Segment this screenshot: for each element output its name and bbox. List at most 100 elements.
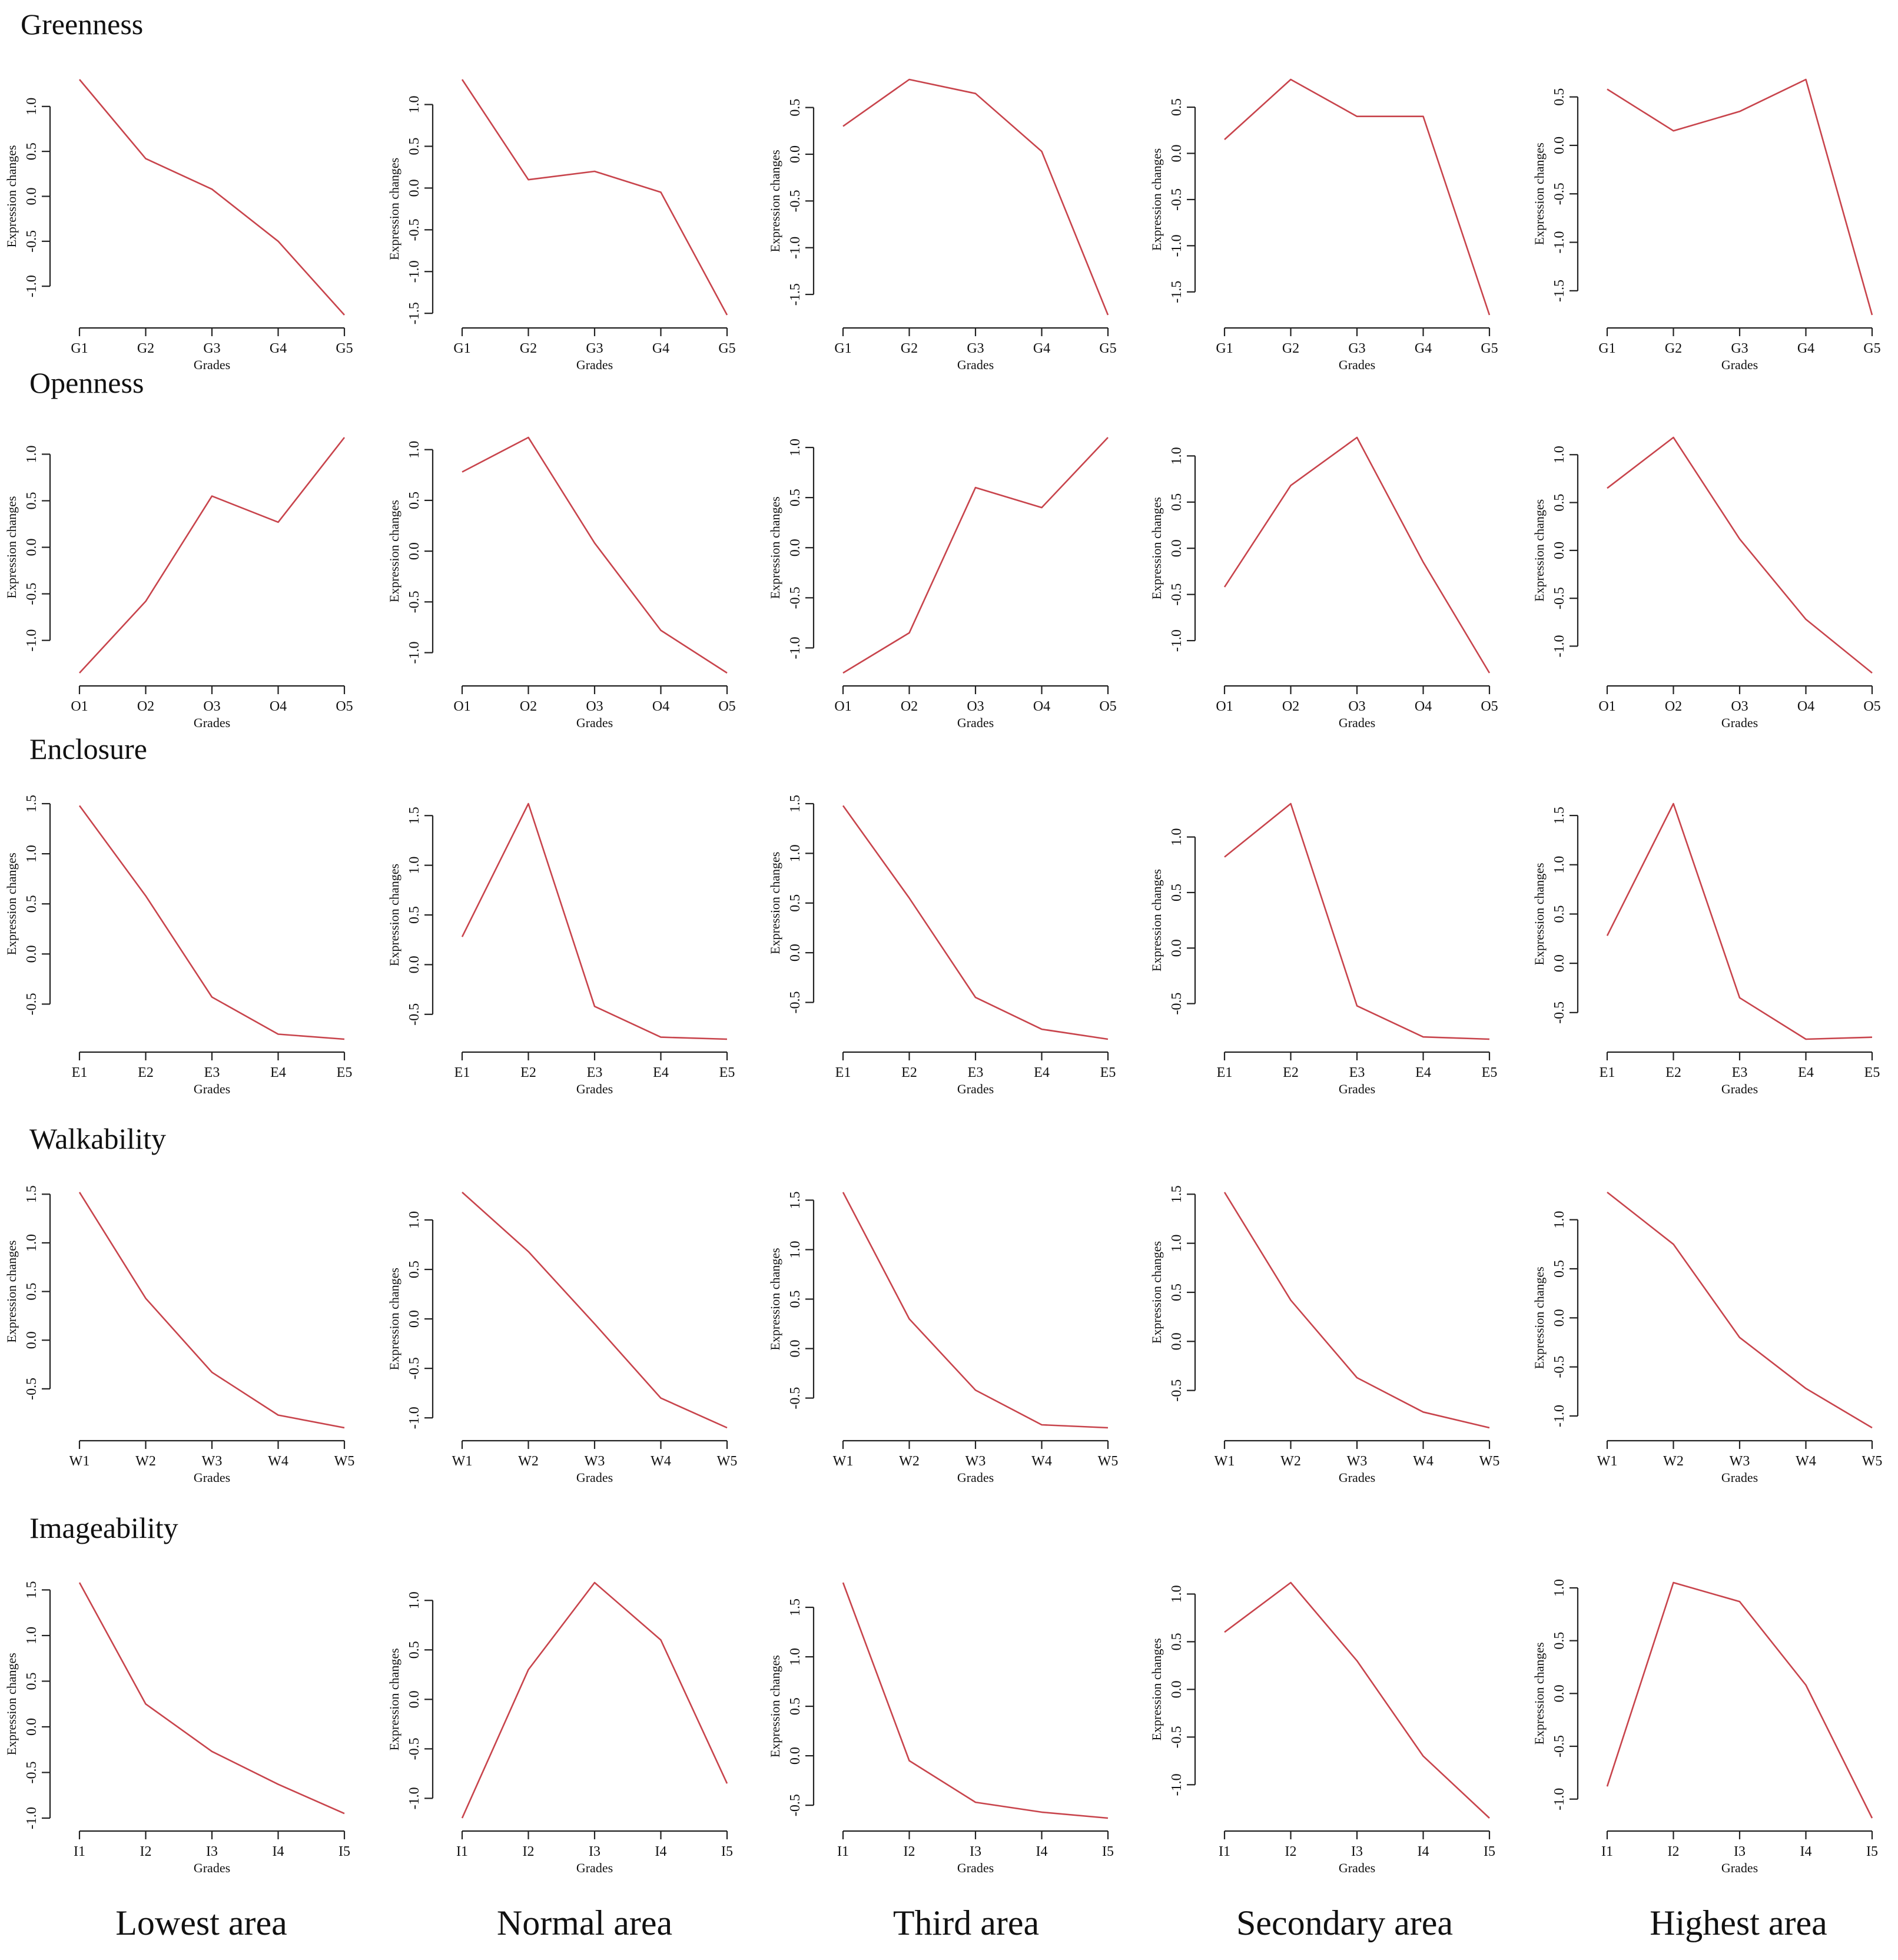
data-point	[1804, 78, 1808, 81]
y-tick-label: 0.0	[1552, 1309, 1567, 1326]
data-point	[1355, 1004, 1359, 1007]
y-axis-title: Expression changes	[1532, 1642, 1547, 1745]
data-point	[1422, 115, 1425, 118]
y-tick-label: -0.5	[1552, 1001, 1567, 1024]
x-tick-label: G4	[652, 341, 669, 356]
y-tick-label: 0.5	[1169, 884, 1184, 901]
y-tick-label: 0.5	[1169, 98, 1184, 116]
y-tick-label: 0.0	[1552, 1684, 1567, 1702]
x-tick-label: W3	[1347, 1454, 1368, 1469]
y-tick-label: -1.0	[24, 629, 39, 652]
data-point	[343, 1426, 346, 1430]
data-point	[144, 1296, 148, 1300]
series-line	[78, 805, 345, 1040]
x-tick-label: W1	[833, 1454, 854, 1469]
data-point	[144, 1702, 148, 1706]
data-point	[1040, 150, 1044, 153]
column-title-third: Third area	[893, 1903, 1039, 1942]
x-tick-label: E5	[337, 1065, 353, 1080]
y-axis-title: Expression changes	[1149, 1638, 1164, 1740]
data-point	[1106, 436, 1110, 439]
x-axis-title: Grades	[1721, 715, 1758, 730]
x-tick-label: O5	[336, 699, 353, 714]
y-tick-label: 1.0	[1552, 1211, 1567, 1229]
x-tick-label: E3	[587, 1065, 603, 1080]
y-tick-label: -1.0	[1169, 629, 1184, 652]
data-point	[1804, 618, 1808, 621]
y-tick-label: 0.5	[407, 492, 422, 509]
x-tick-label: I3	[206, 1844, 218, 1859]
x-tick-label: E2	[520, 1065, 536, 1080]
data-point	[460, 78, 464, 81]
x-tick-label: W5	[1479, 1454, 1500, 1469]
data-point	[593, 1581, 596, 1584]
y-tick-label: -0.5	[1169, 188, 1184, 211]
data-point	[908, 1759, 911, 1763]
data-point	[1488, 1426, 1491, 1430]
x-tick-label: I4	[655, 1844, 667, 1859]
data-point	[343, 313, 346, 317]
x-tick-label: G4	[1033, 341, 1050, 356]
x-tick-label: E1	[1600, 1065, 1615, 1080]
x-tick-label: W2	[1663, 1454, 1684, 1469]
x-tick-label: G2	[1282, 341, 1299, 356]
y-tick-label: 1.0	[24, 1627, 39, 1644]
series-line	[461, 1581, 728, 1819]
data-point	[78, 671, 81, 675]
plot-openness-normal-area: 1.0 0.5 0.0 -0.5 -1.0 Expression changes O1 O2 O…	[387, 436, 736, 730]
y-axis-title: Expression changes	[387, 1648, 402, 1750]
x-tick-label: O3	[1731, 699, 1748, 714]
x-tick-label: I1	[1601, 1844, 1613, 1859]
data-point	[1488, 671, 1491, 675]
y-tick-label: 0.5	[1552, 494, 1567, 512]
y-tick-label: -1.0	[1169, 1773, 1184, 1796]
series-line	[1223, 436, 1491, 674]
x-tick-label: I3	[589, 1844, 600, 1859]
y-tick-label: 1.5	[1552, 807, 1567, 824]
x-tick-label: W4	[1031, 1454, 1052, 1469]
x-tick-label: W5	[717, 1454, 738, 1469]
data-point	[1422, 1410, 1425, 1414]
series-line	[842, 78, 1109, 316]
x-tick-label: O4	[1033, 699, 1050, 714]
y-tick-label: 1.0	[1169, 1585, 1184, 1603]
x-tick-label: G5	[1863, 341, 1880, 356]
y-tick-label: -0.5	[24, 993, 39, 1015]
x-tick-label: E1	[1217, 1065, 1233, 1080]
data-point	[974, 1800, 977, 1804]
data-point	[841, 804, 845, 807]
series-line	[79, 79, 345, 316]
data-point	[1870, 1816, 1874, 1820]
data-point	[1355, 1659, 1359, 1663]
data-point	[1040, 506, 1044, 509]
x-tick-label: I1	[456, 1844, 468, 1859]
x-tick-label: W5	[334, 1454, 355, 1469]
plot-imageability-highest-area: 1.0 0.5 0.0 -0.5 -1.0 Expression changes I1 I2 I…	[1532, 1579, 1878, 1875]
series-line	[78, 1582, 345, 1815]
x-tick-label: G3	[1348, 341, 1365, 356]
y-tick-label: -0.5	[1552, 587, 1567, 609]
x-tick-label: I2	[1285, 1844, 1297, 1859]
x-tick-label: O2	[901, 699, 918, 714]
plot-greenness-third-area: 0.5 0.0 -0.5 -1.0 -1.5 Expression changes G1 G2…	[768, 78, 1117, 372]
x-tick-label: G1	[453, 341, 470, 356]
x-tick-label: E5	[1864, 1065, 1880, 1080]
data-point	[1605, 1785, 1609, 1788]
data-point	[1223, 855, 1226, 859]
data-point	[1605, 1190, 1609, 1194]
y-tick-label: 1.0	[1552, 856, 1567, 874]
x-tick-label: W4	[651, 1454, 671, 1469]
y-tick-label: -1.5	[1169, 281, 1184, 303]
x-tick-label: I5	[1484, 1844, 1495, 1859]
x-tick-label: G4	[1797, 341, 1814, 356]
data-point	[1106, 1816, 1110, 1820]
series-line	[1606, 802, 1873, 1040]
data-point	[277, 1783, 280, 1786]
x-tick-label: E3	[204, 1065, 220, 1080]
data-point	[974, 486, 977, 489]
y-axis-title: Expression changes	[1149, 148, 1164, 251]
x-tick-label: O4	[270, 699, 287, 714]
y-tick-label: -1.0	[407, 642, 422, 664]
y-tick-label: 1.0	[788, 1241, 803, 1258]
